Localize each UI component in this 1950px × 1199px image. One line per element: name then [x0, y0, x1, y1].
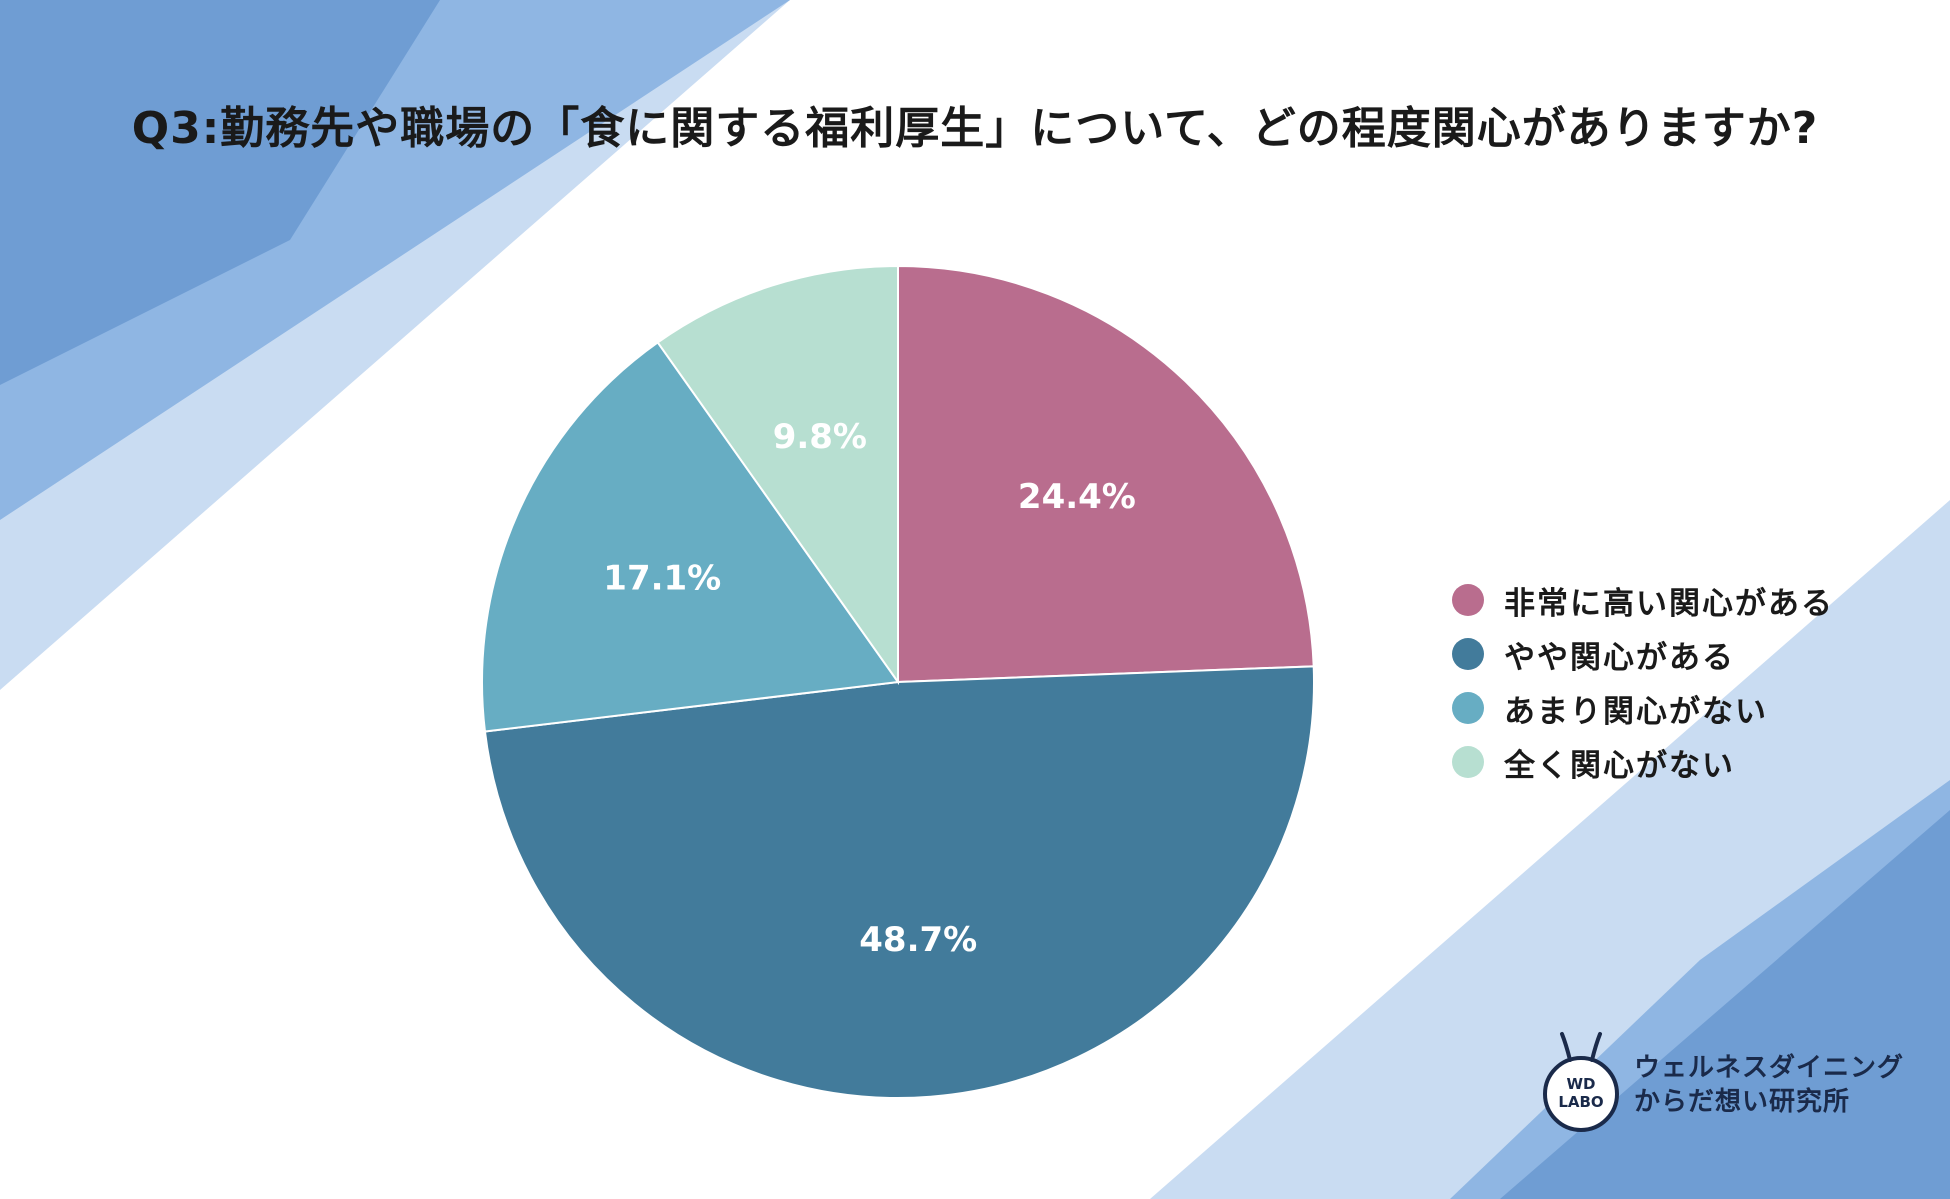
pie-data-label-1: 48.7% [859, 920, 977, 960]
pie-slice-0 [897, 264, 1315, 684]
legend-label-3: 全く関心がない [1504, 747, 1735, 784]
logo-mark: WD LABO [1540, 1030, 1622, 1140]
flask-icon [1543, 1032, 1619, 1132]
logo-line1: ウェルネスダイニング [1634, 1053, 1905, 1083]
legend-label-0: 非常に高い関心がある [1504, 585, 1834, 622]
legend-item-0: 非常に高い関心がある [1452, 573, 1834, 627]
legend-swatch-0 [1452, 584, 1484, 616]
pie-slice-3 [656, 264, 899, 686]
pie-data-label-0: 24.4% [1018, 477, 1136, 517]
legend: 非常に高い関心がある やや関心がある あまり関心がない 全く関心がない [1452, 573, 1834, 789]
legend-label-2: あまり関心がない [1504, 693, 1768, 730]
legend-item-3: 全く関心がない [1452, 735, 1834, 789]
chart-title: Q3:勤務先や職場の「食に関する福利厚生」について、どの程度関心がありますか? [131, 103, 1819, 154]
legend-item-2: あまり関心がない [1452, 681, 1834, 735]
pie-slice-1 [483, 665, 1315, 1099]
wd-labo-logo: WD LABO ウェルネスダイニング からだ想い研究所 [1540, 1030, 1904, 1140]
legend-swatch-3 [1452, 746, 1484, 778]
legend-swatch-2 [1452, 692, 1484, 724]
legend-item-1: やや関心がある [1452, 627, 1834, 681]
legend-label-1: やや関心がある [1504, 639, 1735, 676]
legend-swatch-1 [1452, 638, 1484, 670]
logo-mark-line2: LABO [1558, 1093, 1604, 1111]
pie-data-label-2: 17.1% [603, 558, 721, 598]
pie-slice-2 [481, 341, 900, 733]
bg-shape-top-left-dark [0, 0, 440, 385]
pie-data-label-3: 9.8% [773, 417, 867, 457]
logo-line2: からだ想い研究所 [1634, 1087, 1851, 1117]
logo-mark-line1: WD [1566, 1075, 1596, 1093]
